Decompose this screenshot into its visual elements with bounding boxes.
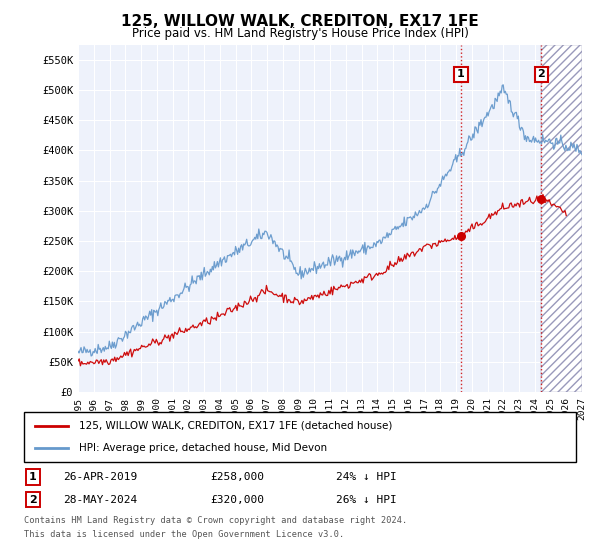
Text: £320,000: £320,000 [210, 494, 264, 505]
Text: 1: 1 [29, 472, 37, 482]
Text: 1: 1 [457, 69, 465, 80]
Text: 2: 2 [538, 69, 545, 80]
Text: 2: 2 [29, 494, 37, 505]
Text: 125, WILLOW WALK, CREDITON, EX17 1FE: 125, WILLOW WALK, CREDITON, EX17 1FE [121, 14, 479, 29]
Text: Price paid vs. HM Land Registry's House Price Index (HPI): Price paid vs. HM Land Registry's House … [131, 27, 469, 40]
Text: This data is licensed under the Open Government Licence v3.0.: This data is licensed under the Open Gov… [24, 530, 344, 539]
Text: 24% ↓ HPI: 24% ↓ HPI [336, 472, 397, 482]
Text: 28-MAY-2024: 28-MAY-2024 [63, 494, 137, 505]
Text: £258,000: £258,000 [210, 472, 264, 482]
FancyBboxPatch shape [24, 412, 576, 462]
Text: 125, WILLOW WALK, CREDITON, EX17 1FE (detached house): 125, WILLOW WALK, CREDITON, EX17 1FE (de… [79, 421, 392, 431]
Text: HPI: Average price, detached house, Mid Devon: HPI: Average price, detached house, Mid … [79, 443, 328, 453]
Text: 26-APR-2019: 26-APR-2019 [63, 472, 137, 482]
Text: 26% ↓ HPI: 26% ↓ HPI [336, 494, 397, 505]
Text: Contains HM Land Registry data © Crown copyright and database right 2024.: Contains HM Land Registry data © Crown c… [24, 516, 407, 525]
